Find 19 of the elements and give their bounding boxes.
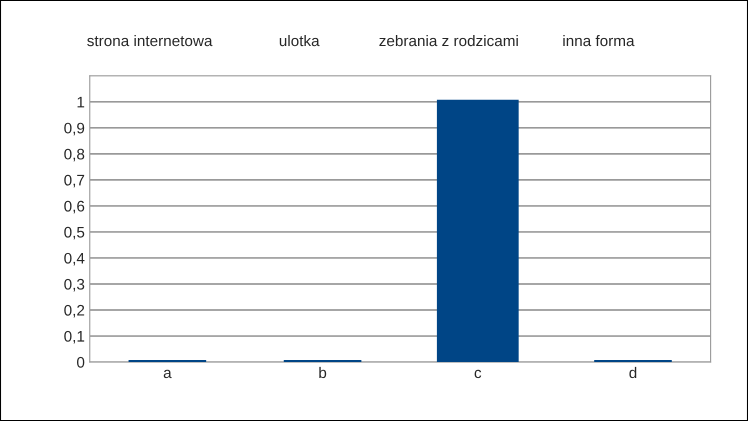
y-tick-label: 0,1 [64, 330, 84, 344]
y-tick-label: 0 [77, 356, 84, 368]
y-tick-label: 0,7 [64, 174, 84, 188]
x-tick-label: d [629, 366, 636, 378]
x-tick-label: c [474, 370, 482, 378]
text: strona internetowa [87, 34, 212, 46]
y-tick-label: 0,9 [64, 122, 84, 136]
y-tick-label: 0,3 [64, 278, 84, 292]
y-tick-label: 0,5 [64, 226, 84, 240]
x-tick-label: b [319, 366, 326, 378]
text: ulotka [280, 34, 320, 46]
y-tick-label: 0,8 [64, 148, 84, 162]
y-tick-label: 0,4 [64, 252, 84, 266]
text: inna forma [563, 34, 634, 46]
x-tick-label: a [164, 370, 172, 378]
y-tick-label: 0,2 [64, 304, 84, 318]
text: zebrania z rodzicami [379, 34, 518, 46]
y-tick-label: 1 [78, 96, 84, 108]
y-tick-label: 0,6 [64, 200, 84, 214]
